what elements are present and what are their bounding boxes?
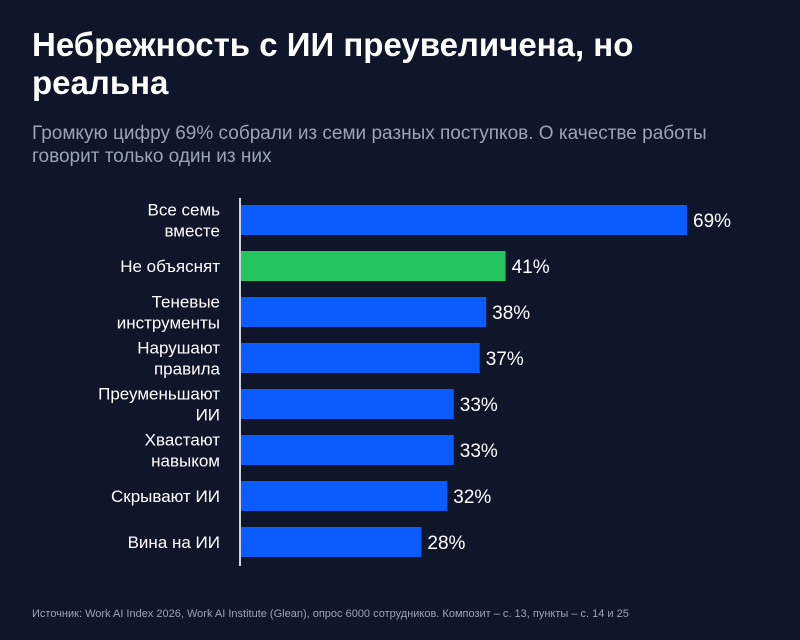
bar-2 [240, 251, 506, 281]
category-label-6: Хвастают навыком [145, 431, 221, 471]
category-label-5: Преуменьшают ИИ [98, 385, 220, 425]
value-label-7: 32% [453, 487, 491, 508]
category-label-line: ИИ [196, 406, 220, 425]
bar-7 [240, 481, 448, 511]
category-label-2: Не объяснят [120, 257, 220, 276]
bar-4 [240, 343, 480, 373]
category-label-line: правила [154, 360, 221, 379]
bar-5 [240, 389, 454, 419]
value-label-5: 33% [460, 395, 498, 416]
category-label-4: Нарушают правила [137, 339, 220, 379]
category-label-line: Все семь [147, 201, 220, 220]
category-label-line: Теневые [152, 293, 220, 312]
value-label-6: 33% [460, 441, 498, 462]
value-label-2: 41% [512, 257, 550, 278]
value-label-4: 37% [486, 349, 524, 370]
value-label-8: 28% [427, 533, 465, 554]
category-label-line: Не объяснят [120, 257, 220, 276]
source-note: Источник: Work AI Index 2026, Work AI In… [32, 608, 629, 620]
category-label-line: Вина на ИИ [128, 533, 220, 552]
category-label-3: Теневые инструменты [117, 293, 220, 333]
chart-subtitle: Громкую цифру 69% собрали из семи разных… [32, 123, 707, 167]
bar-3 [240, 297, 487, 327]
category-label-7: Скрывают ИИ [111, 487, 220, 506]
category-label-line: Нарушают [137, 339, 220, 358]
category-label-line: навыком [151, 452, 220, 471]
category-label-line: вместе [164, 222, 220, 241]
bar-8 [240, 527, 422, 557]
category-label-line: Хвастают [145, 431, 221, 450]
category-label-1: Все семь вместе [147, 201, 220, 241]
category-label-8: Вина на ИИ [128, 533, 220, 552]
bar-6 [240, 435, 454, 465]
value-label-1: 69% [693, 211, 731, 232]
category-label-line: Скрывают ИИ [111, 487, 220, 506]
category-label-line: Преуменьшают [98, 385, 220, 404]
bar-1 [240, 205, 687, 235]
chart-title: Небрежность с ИИ преувеличена, но реальн… [32, 26, 634, 101]
value-label-3: 38% [492, 303, 530, 324]
category-label-line: инструменты [117, 314, 220, 333]
